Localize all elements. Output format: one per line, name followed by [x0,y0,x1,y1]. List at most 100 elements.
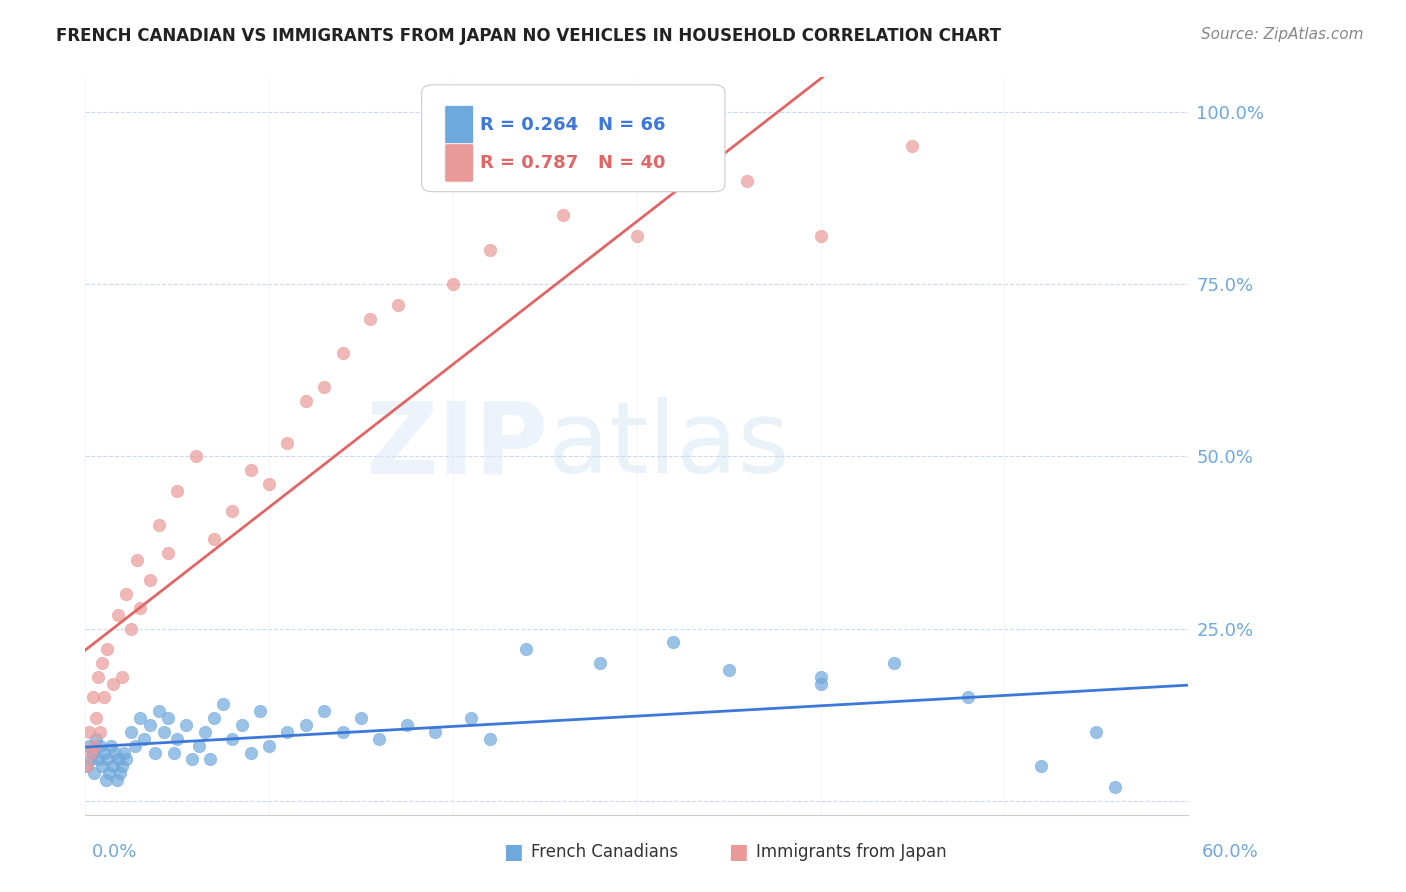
Point [257,476,280,491]
Point [202,711,225,725]
Point [810,228,832,243]
Point [104,746,127,760]
Point [124,739,146,753]
Point [387,298,409,312]
Point [478,243,501,257]
Point [134,731,156,746]
Point [156,711,179,725]
Point [314,704,336,718]
Point [89,725,111,739]
Text: N = 66: N = 66 [598,116,665,134]
Point [180,752,202,766]
Point [114,587,136,601]
Point [90,656,112,670]
Text: atlas: atlas [548,398,790,494]
Point [107,607,129,622]
Point [101,759,124,773]
FancyBboxPatch shape [444,144,474,182]
Point [1029,759,1052,773]
Point [956,690,979,705]
Point [249,704,271,718]
Point [138,574,160,588]
Point [111,759,134,773]
Point [1085,725,1108,739]
Point [735,174,758,188]
Text: Source: ZipAtlas.com: Source: ZipAtlas.com [1201,27,1364,42]
Point [166,483,188,498]
Point [332,725,354,739]
Point [148,518,170,533]
Text: FRENCH CANADIAN VS IMMIGRANTS FROM JAPAN NO VEHICLES IN HOUSEHOLD CORRELATION CH: FRENCH CANADIAN VS IMMIGRANTS FROM JAPAN… [56,27,1001,45]
Point [153,725,176,739]
Text: Immigrants from Japan: Immigrants from Japan [756,843,948,861]
Point [188,739,211,753]
Point [148,704,170,718]
Point [93,746,115,760]
Point [110,766,132,780]
Point [810,670,832,684]
Text: N = 40: N = 40 [598,154,665,172]
Point [478,731,501,746]
Point [125,552,148,566]
Point [120,622,142,636]
Text: ■: ■ [503,842,523,862]
Point [901,139,924,153]
Point [100,739,122,753]
Point [441,277,464,292]
Text: 0.0%: 0.0% [91,843,136,861]
Point [111,670,134,684]
Point [515,642,537,657]
Point [90,759,112,773]
Point [96,752,118,766]
Point [129,711,152,725]
Point [295,718,318,732]
Point [350,711,373,725]
Point [332,346,354,360]
Point [138,718,160,732]
Point [395,718,418,732]
Point [86,711,108,725]
Point [76,759,98,773]
Point [93,690,115,705]
Point [114,752,136,766]
Point [98,766,121,780]
Point [239,746,262,760]
Point [82,746,104,760]
Point [87,752,110,766]
Point [221,504,243,518]
Point [105,773,128,788]
Text: R = 0.264: R = 0.264 [479,116,578,134]
Point [76,759,98,773]
FancyBboxPatch shape [422,85,725,192]
Point [276,435,298,450]
Point [156,546,179,560]
Point [80,746,103,760]
Point [589,656,612,670]
Point [194,725,217,739]
Point [166,731,188,746]
Point [89,739,111,753]
Point [83,766,105,780]
Point [239,463,262,477]
Point [717,663,740,677]
Point [423,725,446,739]
Point [96,642,118,657]
Point [257,739,280,753]
Text: ZIP: ZIP [366,398,548,494]
Point [77,739,100,753]
Point [101,676,124,690]
Point [94,773,117,788]
Point [112,746,135,760]
Point [883,656,905,670]
Point [276,725,298,739]
Point [212,698,235,712]
Text: French Canadians: French Canadians [531,843,679,861]
Point [107,752,129,766]
Point [120,725,142,739]
Point [184,450,207,464]
Text: R = 0.787: R = 0.787 [479,154,578,172]
Point [200,752,222,766]
Point [295,394,318,409]
Point [368,731,391,746]
Point [202,532,225,546]
